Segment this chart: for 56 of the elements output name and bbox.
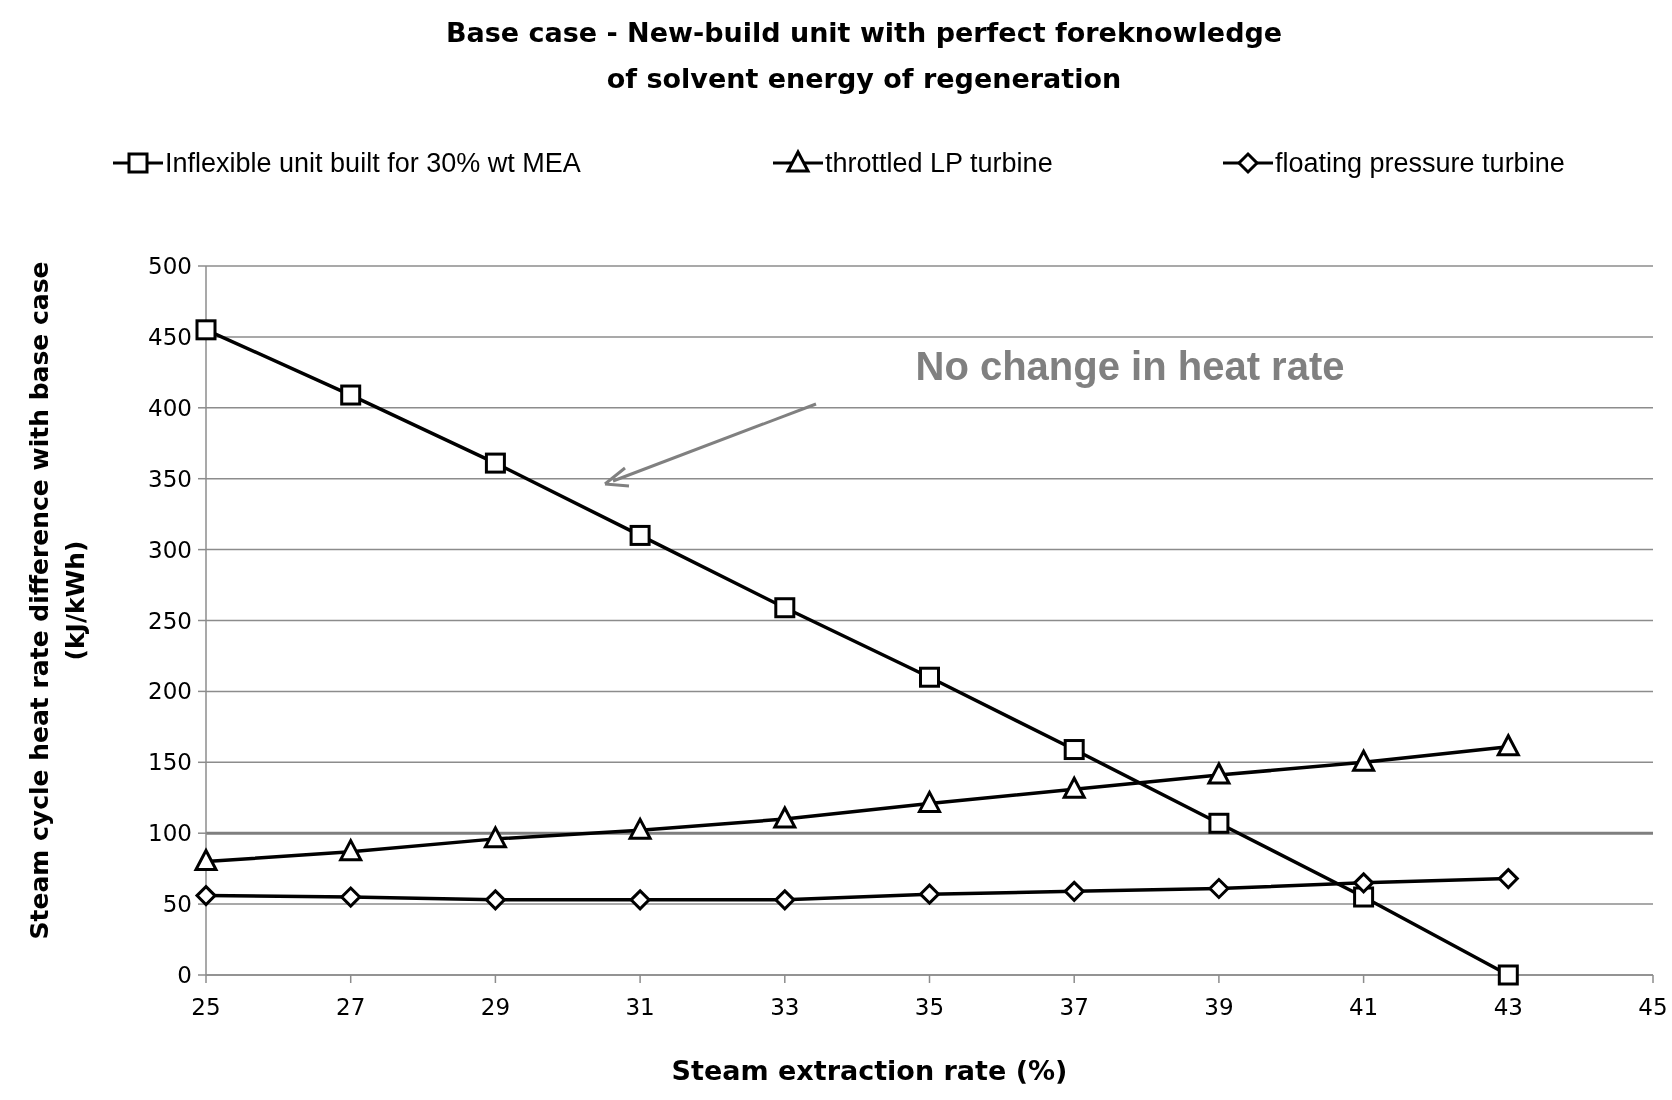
point — [1352, 749, 1376, 772]
y-tick-label: 350 — [148, 465, 192, 492]
legend-label: Inflexible unit built for 30% wt MEA — [165, 148, 581, 178]
point — [919, 883, 940, 905]
y-tick-label: 100 — [148, 820, 192, 847]
point — [483, 826, 507, 849]
point — [1063, 739, 1085, 761]
point — [195, 319, 217, 341]
x-tick-label: 29 — [480, 994, 511, 1020]
point — [774, 597, 796, 619]
y-tick-label: 0 — [177, 962, 192, 989]
y-tick-label: 50 — [162, 891, 192, 918]
x-tick-label: 37 — [1059, 994, 1089, 1020]
point — [484, 452, 506, 474]
point — [1497, 868, 1519, 890]
point — [1208, 878, 1230, 899]
point — [1497, 964, 1519, 986]
point — [1208, 812, 1230, 834]
point — [340, 384, 362, 406]
annotation: No change in heat rate — [915, 344, 1345, 388]
point — [194, 849, 218, 872]
y-tick-label: 500 — [148, 253, 192, 280]
y-tick-label: 200 — [148, 678, 192, 705]
point — [1496, 734, 1520, 757]
x-tick-label: 43 — [1493, 994, 1523, 1020]
y-tick-label: 300 — [148, 536, 192, 563]
point — [484, 889, 506, 911]
x-tick-label: 31 — [625, 994, 655, 1020]
point — [1063, 880, 1085, 902]
y-tick-label: 400 — [148, 394, 192, 421]
y-tick-label: 450 — [148, 323, 192, 350]
point — [629, 889, 651, 911]
point — [340, 886, 362, 908]
point — [339, 839, 363, 862]
point — [195, 885, 217, 907]
point — [629, 524, 651, 546]
x-tick-label: 45 — [1638, 994, 1668, 1020]
point — [1353, 872, 1375, 894]
x-tick-label: 39 — [1204, 994, 1234, 1020]
point — [919, 666, 940, 688]
point — [628, 817, 652, 840]
x-axis-title: Steam extraction rate (%) — [671, 1055, 1068, 1086]
point — [1062, 776, 1086, 799]
y-tick-label: 150 — [148, 749, 192, 776]
y-tick-label: 250 — [148, 607, 192, 634]
chart-title: Base case - New-build unit with perfect foreknowledge of solvent energy of regeneration — [445, 17, 1283, 94]
x-tick-label: 25 — [191, 994, 221, 1020]
x-tick-label: 27 — [336, 994, 366, 1020]
x-tick-label: 35 — [914, 994, 945, 1020]
x-tick-label: 41 — [1348, 994, 1379, 1020]
point — [918, 790, 941, 813]
y-axis-title: Steam cycle heat rate difference with base case (kJ/kWh) — [25, 261, 90, 940]
point — [774, 889, 796, 911]
legend-label: floating pressure turbine — [1275, 148, 1565, 178]
legend-label: throttled LP turbine — [825, 148, 1053, 178]
x-tick-label: 33 — [770, 994, 800, 1020]
